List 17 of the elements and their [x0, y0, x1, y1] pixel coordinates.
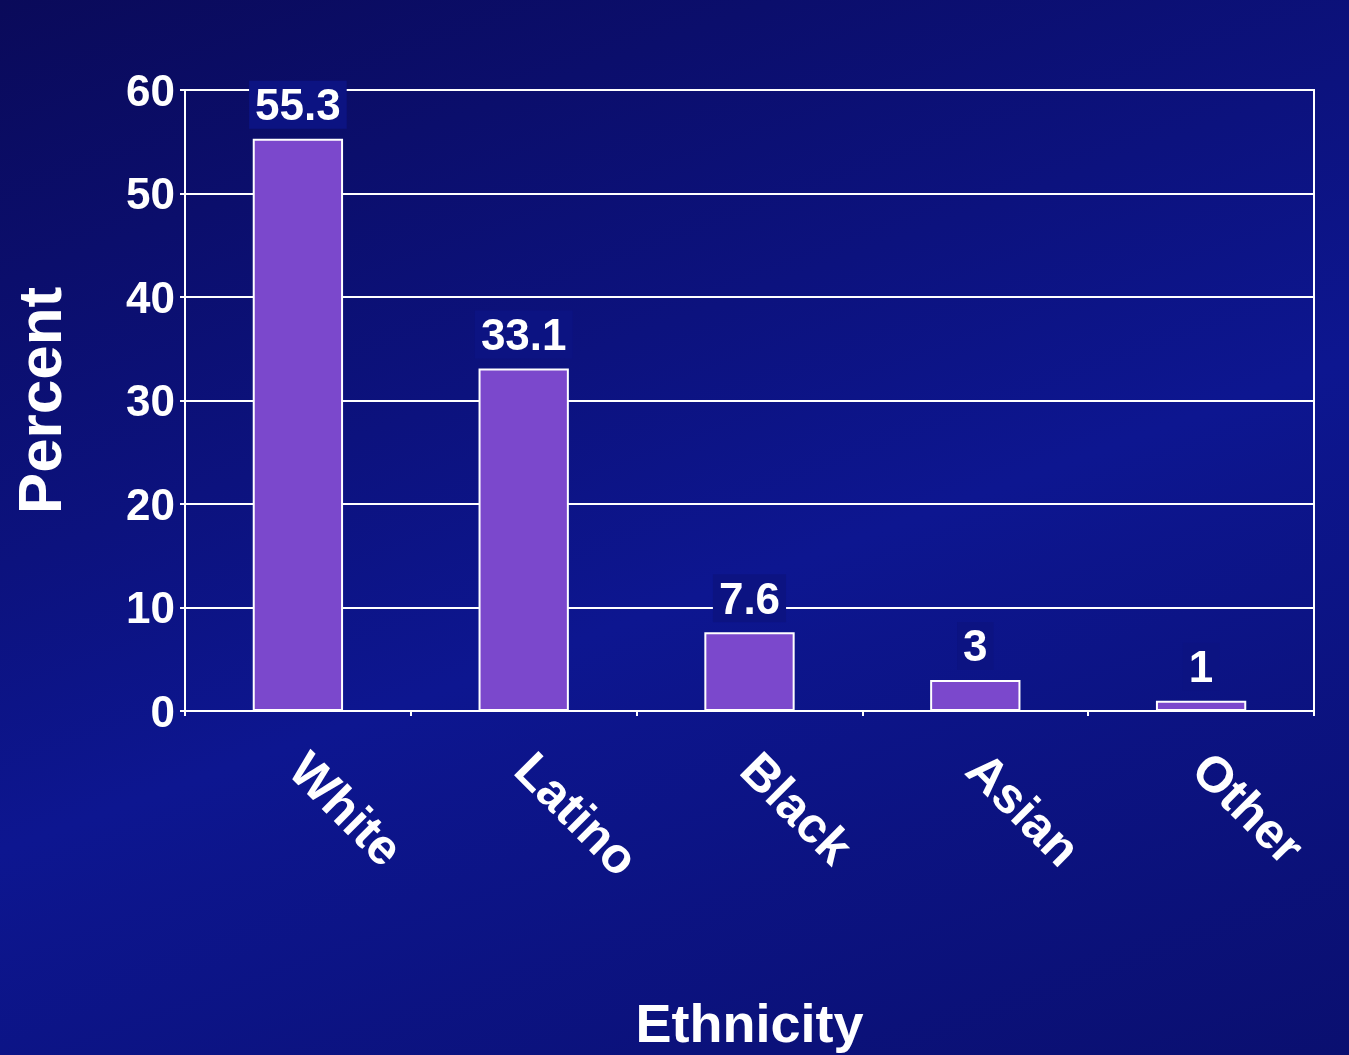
y-tick-label: 40 [126, 272, 175, 322]
y-tick-label: 50 [126, 169, 175, 218]
bar [930, 679, 1021, 711]
data-label: 55.3 [255, 80, 341, 130]
data-label: 1 [1188, 642, 1214, 692]
data-label: 33.1 [480, 309, 567, 359]
bar [704, 632, 795, 711]
data-label: 7.6 [718, 573, 781, 623]
bar [1155, 700, 1247, 711]
y-tick-label: 30 [126, 376, 175, 425]
y-tick-label: 60 [126, 65, 175, 115]
y-tick-label: 10 [126, 583, 175, 632]
y-tick-label: 20 [126, 479, 175, 529]
data-label: 3 [963, 621, 988, 671]
y-axis-title: Percent [4, 286, 74, 515]
x-axis-title: Ethnicity [635, 993, 864, 1053]
y-tick-label: 0 [150, 686, 175, 736]
